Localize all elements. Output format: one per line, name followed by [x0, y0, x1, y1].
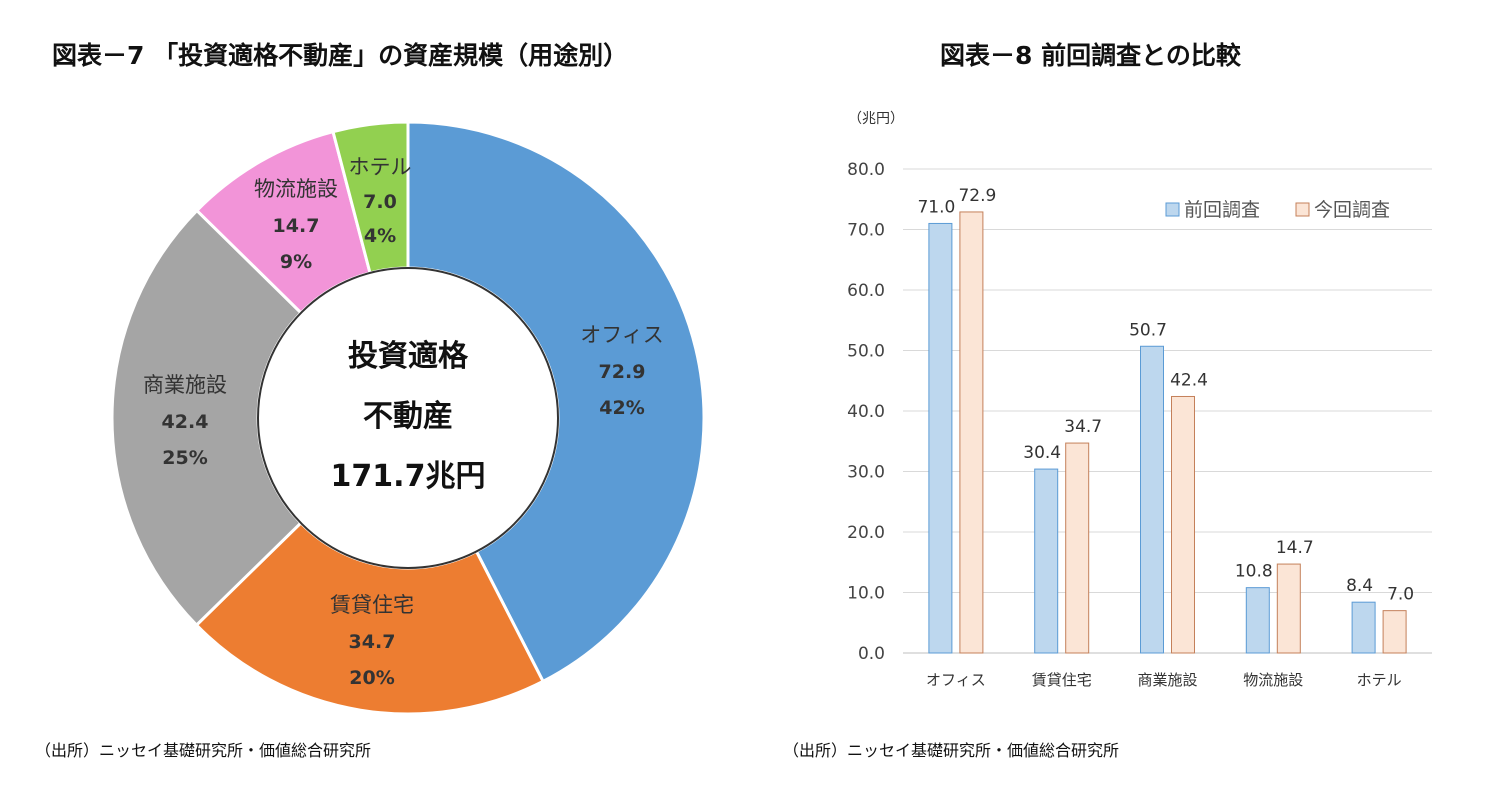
bar-1-1 — [1065, 442, 1090, 654]
pie-slice-percent-0: 42% — [599, 397, 644, 419]
x-category-label-0: オフィス — [926, 671, 986, 689]
bar-label-0-0: 71.0 — [917, 197, 955, 217]
pie-chart-title: 図表－7 「投資適格不動産」の資産規模（用途別） — [52, 41, 629, 70]
y-axis-unit: （兆円） — [848, 111, 904, 127]
pie-slice-label-0: オフィス — [580, 323, 664, 347]
legend-swatch-0 — [1165, 202, 1180, 217]
pie-slice-label-2: 商業施設 — [143, 373, 227, 397]
y-tick-label-0: 0.0 — [858, 644, 885, 664]
x-category-label-1: 賃貸住宅 — [1032, 671, 1092, 689]
y-tick-label-1: 10.0 — [847, 584, 885, 604]
pie-slice-value-0: 72.9 — [599, 361, 646, 383]
pie-slice-value-4: 7.0 — [363, 191, 397, 213]
y-tick-label-7: 70.0 — [847, 221, 885, 241]
donut-center-text-1: 不動産 — [363, 399, 453, 434]
donut-center-text-0: 投資適格 — [348, 339, 469, 374]
bar-0-1 — [1034, 468, 1059, 654]
bar-0-2 — [1140, 345, 1164, 654]
bar-label-0-1: 30.4 — [1023, 443, 1061, 463]
pie-slice-label-4: ホテル — [349, 155, 412, 179]
bar-1-3 — [1276, 563, 1301, 654]
donut-chart: オフィス 72.9 42% 賃貸住宅 34.7 20% 商業施設 42.4 25% 物流施設 14.… — [110, 120, 706, 716]
bar-label-1-3: 14.7 — [1276, 538, 1314, 558]
bar-label-0-4: 8.4 — [1346, 576, 1373, 596]
pie-slice-percent-1: 20% — [349, 667, 394, 689]
x-category-label-2: 商業施設 — [1137, 671, 1197, 689]
pie-slice-value-3: 14.7 — [273, 215, 320, 237]
x-category-label-3: 物流施設 — [1243, 671, 1303, 689]
pie-slice-value-1: 34.7 — [349, 631, 396, 653]
donut-hole — [257, 267, 559, 569]
bar-chart-source: （出所）ニッセイ基礎研究所・価値総合研究所 — [783, 741, 1120, 760]
bar-label-1-2: 42.4 — [1170, 370, 1208, 390]
bar-1-0 — [959, 211, 984, 654]
legend-swatch-1 — [1295, 202, 1310, 217]
pie-slice-label-3: 物流施設 — [254, 177, 338, 201]
y-tick-label-6: 60.0 — [847, 281, 885, 301]
bar-label-1-4: 7.0 — [1387, 585, 1414, 605]
pie-slice-value-2: 42.4 — [162, 411, 209, 433]
y-tick-label-8: 80.0 — [847, 160, 885, 180]
pie-slice-percent-3: 9% — [280, 251, 312, 273]
y-tick-label-5: 50.0 — [847, 342, 885, 362]
bar-label-1-1: 34.7 — [1064, 417, 1102, 437]
bar-label-1-0: 72.9 — [958, 186, 996, 206]
bar-label-0-2: 50.7 — [1129, 320, 1167, 340]
bar-1-2 — [1171, 395, 1195, 654]
pie-chart-source: （出所）ニッセイ基礎研究所・価値総合研究所 — [35, 741, 372, 760]
bar-0-4 — [1351, 601, 1376, 654]
bar-1-4 — [1382, 610, 1407, 654]
pie-slice-percent-4: 4% — [364, 225, 396, 247]
legend-label-1: 今回調査 — [1314, 199, 1390, 221]
y-tick-label-4: 40.0 — [847, 402, 885, 422]
pie-slice-percent-2: 25% — [162, 447, 207, 469]
bar-0-0 — [928, 222, 953, 654]
legend-label-0: 前回調査 — [1184, 199, 1260, 221]
donut-center-text-2: 171.7兆円 — [331, 459, 486, 494]
bar-label-0-3: 10.8 — [1235, 562, 1273, 582]
bar-chart-title: 図表－8 前回調査との比較 — [940, 41, 1241, 70]
bar-0-3 — [1245, 587, 1270, 654]
y-tick-label-2: 20.0 — [847, 523, 885, 543]
pie-slice-label-1: 賃貸住宅 — [330, 593, 414, 617]
x-category-label-4: ホテル — [1357, 671, 1402, 689]
y-tick-label-3: 30.0 — [847, 463, 885, 483]
